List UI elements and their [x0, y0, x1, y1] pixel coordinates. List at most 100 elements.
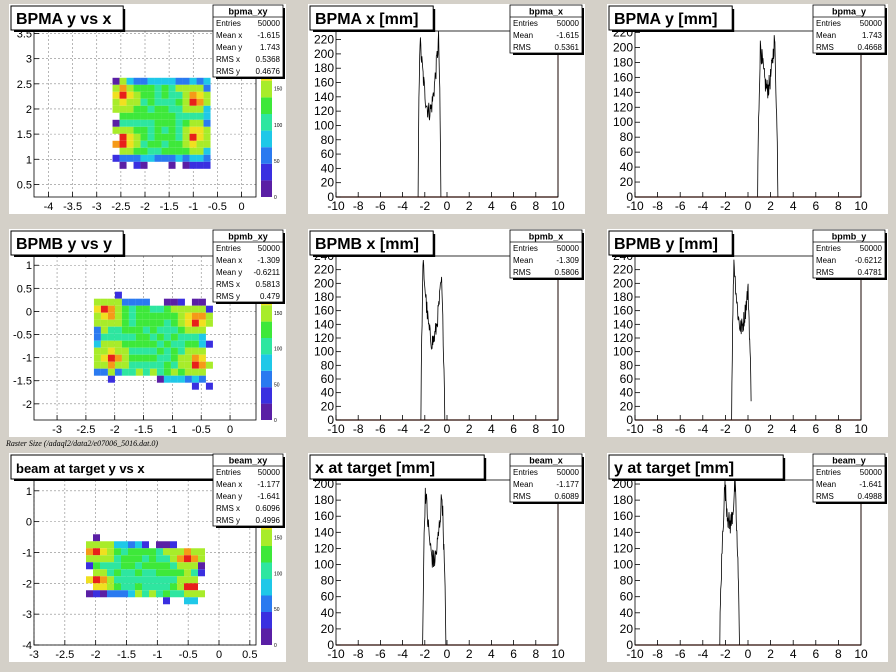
heatmap-cell [156, 375, 164, 383]
x-tick-label: -3.5 [63, 201, 82, 213]
heatmap-cell [177, 340, 185, 348]
heatmap-cell [163, 597, 170, 605]
y-tick-label: -0.5 [13, 330, 32, 342]
heatmap-cell [133, 161, 141, 169]
stats-box-shadow [283, 233, 285, 303]
heatmap-cell [177, 368, 185, 376]
stats-row-label: Entries [513, 244, 538, 253]
x-tick-label: -1 [152, 649, 162, 661]
heatmap-cell [154, 84, 162, 92]
heatmap-cell [142, 555, 149, 563]
heatmap-cell [107, 368, 115, 376]
heatmap-cell [121, 319, 129, 327]
heatmap-cell [168, 98, 176, 106]
x-tick-label: -10 [327, 422, 345, 436]
x-tick-label: -8 [353, 422, 364, 436]
heatmap-cell [93, 590, 100, 598]
histogram-line [635, 35, 861, 198]
heatmap-cell [177, 375, 185, 383]
x-tick-label: 10 [551, 647, 565, 661]
heatmap-cell [114, 569, 121, 577]
heatmap-cell [170, 333, 178, 341]
heatmap-cell [100, 368, 108, 376]
heatmap-cell [112, 91, 120, 99]
x-tick-label: 8 [835, 199, 842, 213]
y-tick-label: 200 [613, 40, 633, 54]
x-tick-label: 0 [444, 422, 451, 436]
heatmap-cell [142, 368, 150, 376]
stats-row-value: 50000 [258, 19, 281, 28]
heatmap-cell [114, 361, 122, 369]
x-tick-label: -10 [626, 647, 644, 661]
heatmap-cell [196, 105, 204, 113]
heatmap-cell [142, 312, 150, 320]
heatmap-cell [93, 569, 100, 577]
stats-row-value: -1.177 [257, 480, 280, 489]
heatmap-cell [184, 583, 191, 591]
heatmap-cell [142, 541, 149, 549]
x-tick-label: 6 [812, 647, 819, 661]
y-tick-label: 140 [613, 525, 633, 539]
heatmap-cell [175, 84, 183, 92]
heatmap-cell [198, 305, 206, 313]
x-tick-label: 0 [745, 422, 752, 436]
heatmap-cell [149, 340, 157, 348]
heatmap-cell [189, 133, 197, 141]
y-tick-label: 200 [613, 276, 633, 290]
heatmap-cell [182, 119, 190, 127]
heatmap-cell [114, 548, 121, 556]
chart-svg: 050100150200-3-2.5-2-1.5-1-0.500.5-4-3-2… [10, 453, 285, 661]
heatmap-cell [203, 84, 211, 92]
stats-row-label: Entries [216, 244, 241, 253]
heatmap-cell [198, 340, 206, 348]
y-tick-label: 1.5 [17, 129, 32, 141]
x-tick-label: 0 [227, 424, 233, 436]
stats-row-value: 50000 [860, 468, 883, 477]
heatmap-cell [128, 361, 136, 369]
stats-box-shadow [582, 457, 584, 503]
heatmap-cell [100, 340, 108, 348]
stats-row-value: 0.6089 [555, 492, 580, 501]
heatmap-cell [107, 347, 115, 355]
panel-bpmb-x: -10 -8 -6 -4 -2 0 2 4 6 8 10 0 20 40 60 80 100 120 140 160 1… [308, 229, 585, 437]
heatmap-cell [184, 333, 192, 341]
y-tick-label: 0 [626, 413, 633, 427]
heatmap-cell [133, 105, 141, 113]
heatmap-cell [147, 112, 155, 120]
heatmap-cell [184, 354, 192, 362]
heatmap-cell [161, 98, 169, 106]
heatmap-cell [121, 333, 129, 341]
heatmap-cell [100, 548, 107, 556]
title-box-shadow [433, 234, 436, 255]
heatmap-cell [147, 147, 155, 155]
heatmap-cell [149, 305, 157, 313]
heatmap-cell [100, 562, 107, 570]
heatmap-cell [205, 312, 213, 320]
heatmap-cell [135, 569, 142, 577]
panel-bpmb-y: -10 -8 -6 -4 -2 0 2 4 6 8 10 0 20 40 60 80 100 120 140 160 1… [607, 229, 888, 437]
stats-name: beam_x [529, 456, 563, 466]
chart-title: x at target [mm] [315, 460, 435, 477]
heatmap-cell [189, 84, 197, 92]
stats-row-value: 0.479 [260, 292, 281, 301]
heatmap-cell [119, 126, 127, 134]
y-tick-label: 100 [314, 345, 334, 359]
heatmap-cell [149, 368, 157, 376]
heatmap-cell [149, 576, 156, 584]
x-tick-label: -4 [397, 647, 408, 661]
x-tick-label: 10 [551, 199, 565, 213]
chart-svg: -10 -8 -6 -4 -2 0 2 4 6 8 100204060801001201401601… [309, 453, 584, 661]
heatmap-cell [133, 126, 141, 134]
y-tick-label: 80 [620, 130, 634, 144]
heatmap-cell [170, 375, 178, 383]
heatmap-cell [107, 298, 115, 306]
heatmap-cell [100, 347, 108, 355]
heatmap-cell [154, 119, 162, 127]
heatmap-cell [135, 361, 143, 369]
heatmap-cell [163, 375, 171, 383]
plot-area [336, 256, 558, 420]
heatmap-cell [177, 361, 185, 369]
heatmap-cell [147, 119, 155, 127]
heatmap-cell [133, 98, 141, 106]
title-box-shadow [313, 30, 436, 32]
